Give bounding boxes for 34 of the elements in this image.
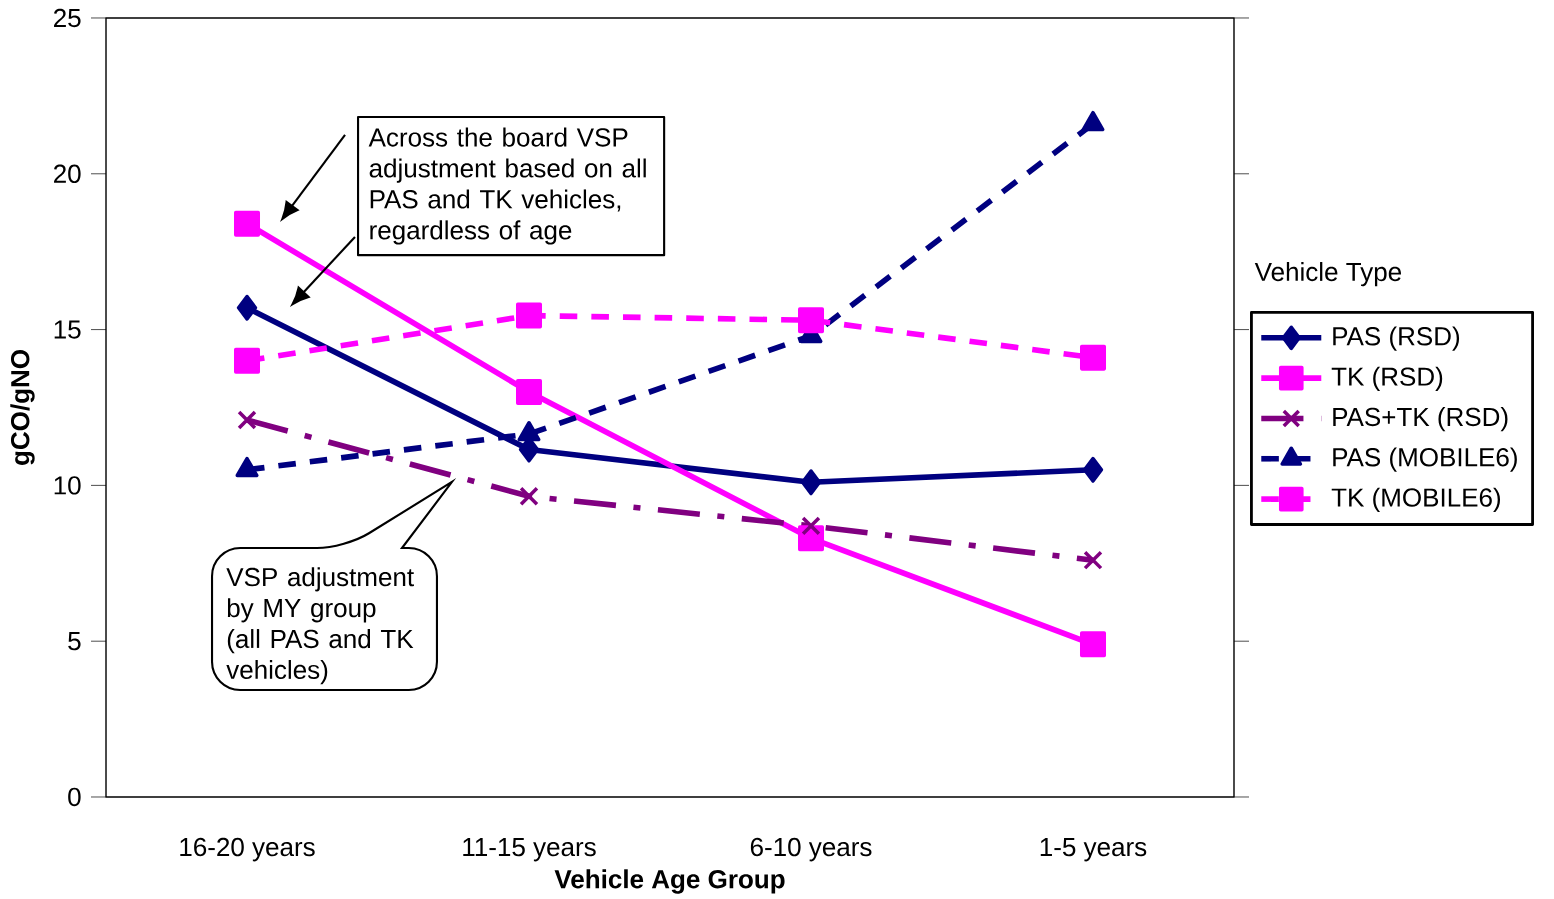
- x-tick-label: 1-5 years: [1040, 838, 1147, 862]
- x-axis-title: Vehicle Age Group: [554, 869, 785, 894]
- x-tick-label: 11-15 years: [463, 838, 596, 862]
- point: [800, 469, 822, 496]
- legend-label: PAS+TK (RSD): [1333, 407, 1508, 432]
- x-tick-label: 6-10 years: [750, 837, 872, 862]
- y-tick-label: 0: [68, 787, 81, 807]
- point: [234, 347, 261, 374]
- point: [237, 410, 257, 430]
- point: [1082, 456, 1104, 483]
- point: [236, 294, 258, 321]
- y-tick-label: 15: [54, 320, 81, 339]
- point: [1083, 550, 1103, 570]
- point: [516, 302, 543, 329]
- y-axis-title: gCO/gNO: [10, 350, 35, 465]
- point: [1079, 344, 1107, 371]
- legend-label: PAS (RSD): [1333, 326, 1460, 351]
- point: [798, 307, 825, 334]
- y-tick-label: 5: [68, 632, 81, 651]
- point: [234, 210, 261, 237]
- point: [516, 378, 543, 405]
- legend-title: Vehicle Type: [1254, 262, 1402, 287]
- legend-label: TK (MOBILE6): [1331, 487, 1501, 512]
- x-tick-label: 16-20 years: [180, 837, 315, 862]
- annotation: Across the board VSP adjustment based on all PAS and TK vehicles, regardless of age: [368, 127, 646, 245]
- point: [1079, 631, 1107, 658]
- y-tick-label: 10: [54, 476, 81, 495]
- y-tick-label: 20: [54, 164, 81, 184]
- point: [519, 486, 539, 506]
- legend-label: PAS (MOBILE6): [1333, 447, 1517, 472]
- y-tick-label: 25: [54, 8, 81, 28]
- annotation: VSP adjustment by MY group (all PAS and TK vehicles): [226, 567, 414, 685]
- legend-label: TK (RSD): [1331, 366, 1443, 391]
- point: [801, 516, 821, 536]
